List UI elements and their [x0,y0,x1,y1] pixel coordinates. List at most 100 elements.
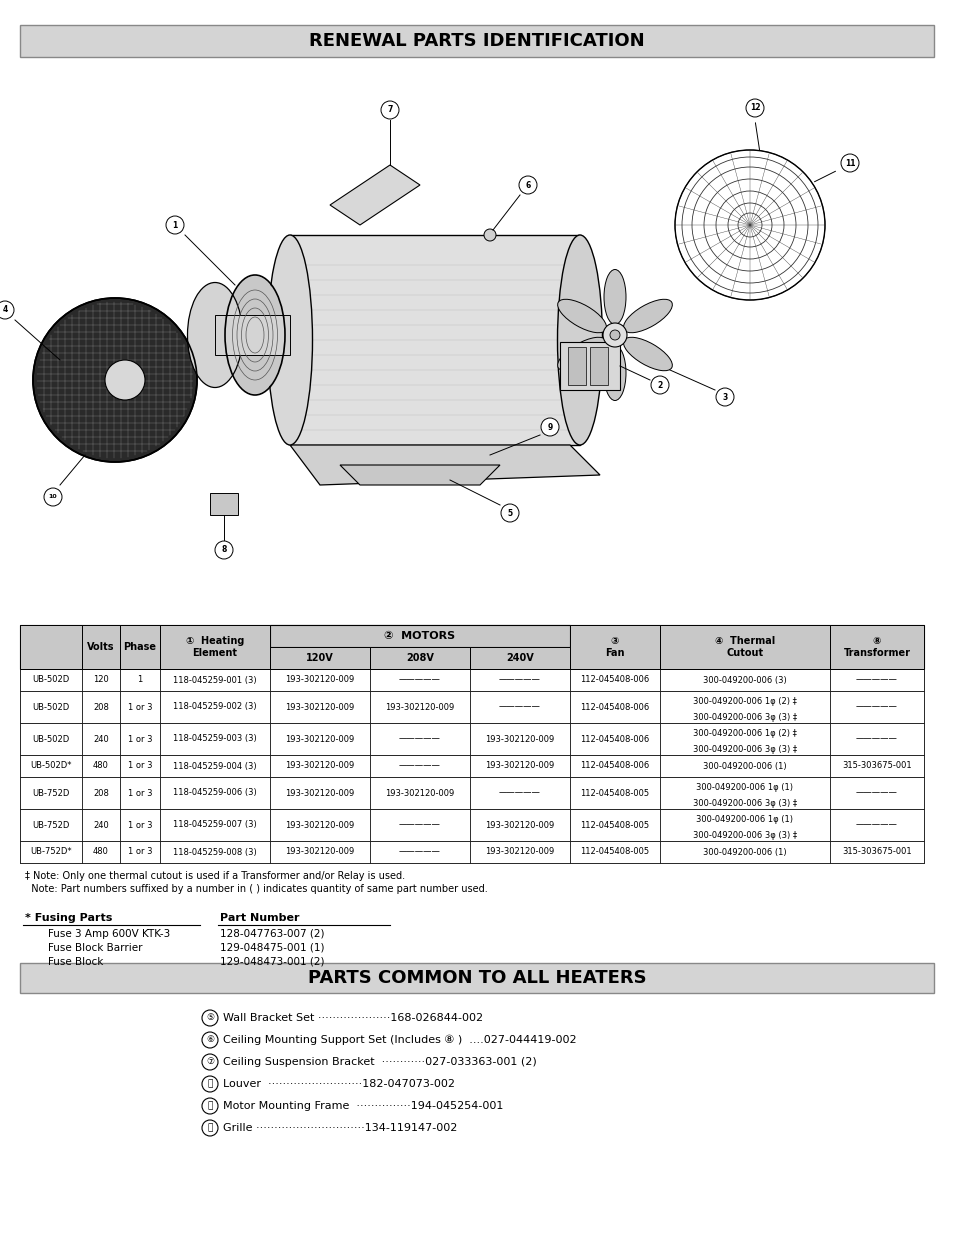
Bar [270,777,370,809]
Text: ⑦: ⑦ [206,1057,213,1067]
Text: Wall Bracket Set ····················168-026844-002: Wall Bracket Set ····················168… [223,1013,482,1023]
Text: 10: 10 [49,494,57,499]
Text: UB-502D*: UB-502D* [30,762,71,771]
Bar [659,809,829,841]
Text: 193-302120-009: 193-302120-009 [285,847,355,857]
Text: ②  MOTORS: ② MOTORS [384,631,456,641]
Text: Fuse Block Barrier: Fuse Block Barrier [48,944,142,953]
Bar [829,809,923,841]
Text: 193-302120-009: 193-302120-009 [485,820,554,830]
Circle shape [500,504,518,522]
Polygon shape [290,445,599,485]
Text: 208: 208 [93,703,109,711]
Text: 1: 1 [172,221,177,230]
Bar [659,841,829,863]
Bar [120,669,160,692]
Text: 6: 6 [525,180,530,189]
Text: 5: 5 [507,509,512,517]
Bar [569,722,659,755]
Text: UB-752D*: UB-752D* [30,847,71,857]
Text: 128-047763-007 (2): 128-047763-007 (2) [220,929,324,939]
Text: 1: 1 [137,676,143,684]
Circle shape [380,101,398,119]
Bar [120,692,160,722]
Bar [160,755,270,777]
Bar [20,61,933,615]
Bar [470,722,569,755]
Bar [829,669,923,692]
Text: 300-049200-006 1φ (2) ‡: 300-049200-006 1φ (2) ‡ [692,697,796,706]
Text: 1 or 3: 1 or 3 [128,820,152,830]
Text: 193-302120-009: 193-302120-009 [485,762,554,771]
Circle shape [166,216,184,233]
Text: Fuse Block: Fuse Block [48,957,103,967]
Text: 240V: 240V [506,653,534,663]
Circle shape [650,375,668,394]
Bar [20,809,82,841]
Text: 112-045408-005: 112-045408-005 [579,788,649,798]
Circle shape [202,1032,218,1049]
Text: 193-302120-009: 193-302120-009 [285,703,355,711]
Text: 240: 240 [93,820,109,830]
Bar [20,755,82,777]
Text: 11: 11 [843,158,854,168]
Bar [20,809,923,841]
Text: UB-752D: UB-752D [32,788,70,798]
Bar [659,755,829,777]
Bar [82,755,120,777]
Text: 300-049200-006 3φ (3) ‡: 300-049200-006 3φ (3) ‡ [692,831,796,840]
Circle shape [202,1053,218,1070]
Text: —————: ————— [498,788,540,798]
Bar [82,669,120,692]
Text: 112-045408-006: 112-045408-006 [579,676,649,684]
Text: —————: ————— [398,735,440,743]
Circle shape [202,1098,218,1114]
Text: 480: 480 [93,847,109,857]
Bar [20,963,933,993]
Text: Ⓣ: Ⓣ [207,1124,213,1132]
Text: Ⓗ: Ⓗ [207,1079,213,1088]
Bar [120,809,160,841]
Bar [659,669,829,692]
Bar [567,347,585,385]
Bar [659,722,829,755]
Text: Ⓢ: Ⓢ [207,1102,213,1110]
Circle shape [202,1010,218,1026]
Bar [829,692,923,722]
Bar [20,841,923,863]
Bar [659,625,829,669]
Bar [160,625,270,669]
Text: PARTS COMMON TO ALL HEATERS: PARTS COMMON TO ALL HEATERS [308,969,645,987]
Text: 300-049200-006 1φ (2) ‡: 300-049200-006 1φ (2) ‡ [692,729,796,737]
Text: —————: ————— [398,676,440,684]
Text: Note: Part numbers suffixed by a number in ( ) indicates quantity of same part n: Note: Part numbers suffixed by a number … [25,884,487,894]
Ellipse shape [623,337,672,370]
Text: 118-045259-001 (3): 118-045259-001 (3) [173,676,256,684]
Text: 9: 9 [547,422,552,431]
Ellipse shape [267,235,313,445]
Circle shape [0,301,14,319]
Text: 4: 4 [2,305,8,315]
Text: 193-302120-009: 193-302120-009 [385,788,455,798]
Text: 8: 8 [221,546,227,555]
Bar [370,647,470,669]
Text: Part Number: Part Number [220,913,299,923]
Text: Grille ······························134-119147-002: Grille ······························134… [223,1123,456,1132]
Bar [160,722,270,755]
Polygon shape [330,165,419,225]
Bar [470,841,569,863]
Bar [82,809,120,841]
Bar [569,841,659,863]
Bar [120,841,160,863]
Text: UB-752D: UB-752D [32,820,70,830]
Bar [270,692,370,722]
Bar [20,25,933,57]
Bar [659,692,829,722]
Bar [214,315,290,354]
Bar [370,692,470,722]
Text: 118-045259-008 (3): 118-045259-008 (3) [172,847,256,857]
Ellipse shape [603,346,625,400]
Bar [470,692,569,722]
Bar [210,493,237,515]
Text: 129-048473-001 (2): 129-048473-001 (2) [220,957,324,967]
